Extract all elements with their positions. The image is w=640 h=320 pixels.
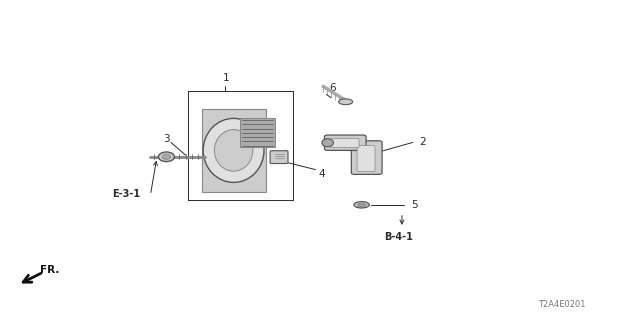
FancyBboxPatch shape	[270, 151, 288, 164]
Ellipse shape	[339, 99, 353, 105]
Text: T2A4E0201: T2A4E0201	[538, 300, 585, 309]
Ellipse shape	[354, 202, 369, 208]
Text: B-4-1: B-4-1	[384, 232, 413, 242]
Ellipse shape	[214, 130, 253, 171]
Text: E-3-1: E-3-1	[112, 188, 140, 199]
Ellipse shape	[204, 118, 264, 182]
FancyBboxPatch shape	[351, 141, 382, 174]
FancyBboxPatch shape	[240, 118, 275, 147]
Text: 5: 5	[411, 200, 417, 210]
FancyBboxPatch shape	[357, 146, 375, 172]
Text: 3: 3	[163, 134, 170, 144]
Text: 6: 6	[330, 83, 336, 93]
Text: 4: 4	[319, 169, 325, 180]
Ellipse shape	[322, 139, 333, 147]
FancyBboxPatch shape	[331, 139, 359, 148]
Text: FR.: FR.	[40, 265, 60, 276]
Ellipse shape	[163, 154, 170, 159]
FancyBboxPatch shape	[324, 135, 366, 150]
Ellipse shape	[158, 152, 174, 162]
FancyBboxPatch shape	[202, 109, 266, 192]
Text: 1: 1	[223, 73, 229, 84]
Ellipse shape	[358, 203, 365, 206]
Text: 2: 2	[419, 137, 426, 148]
